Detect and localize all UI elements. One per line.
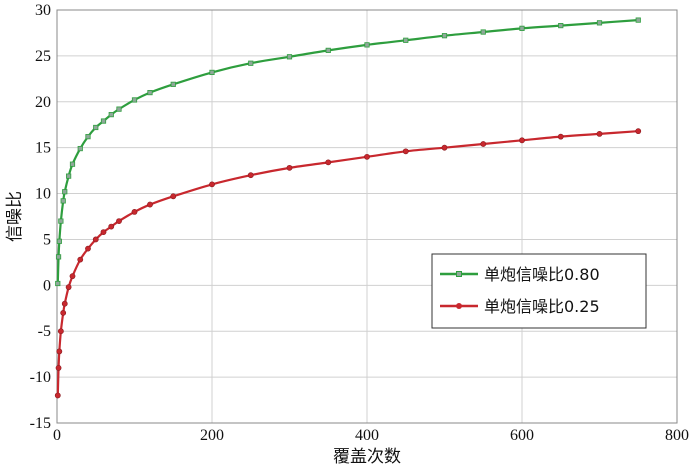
data-point-series-1 <box>60 309 67 316</box>
data-point-series-1 <box>170 193 177 200</box>
data-point-series-1 <box>441 144 448 151</box>
data-point-series-0 <box>364 42 370 48</box>
legend-label-series-1: 单炮信噪比0.25 <box>484 297 600 316</box>
data-point-series-0 <box>248 60 254 66</box>
data-point-series-0 <box>480 29 486 35</box>
plot-frame <box>56 9 678 424</box>
data-point-series-1 <box>402 148 409 155</box>
legend: 单炮信噪比0.80 单炮信噪比0.25 <box>431 253 647 329</box>
data-point-series-0 <box>170 81 176 87</box>
data-point-series-0 <box>85 134 91 140</box>
legend-label-series-0: 单炮信噪比0.80 <box>484 265 600 284</box>
data-point-series-0 <box>286 54 293 60</box>
data-point-series-0 <box>131 97 138 103</box>
data-point-series-1 <box>61 300 68 307</box>
legend-box <box>431 253 647 329</box>
x-tick-label: 800 <box>665 427 689 444</box>
data-point-series-1 <box>69 273 76 280</box>
y-tick-label: -5 <box>38 323 51 340</box>
data-point-series-0 <box>325 47 331 53</box>
data-point-series-1 <box>65 284 72 291</box>
data-point-series-0 <box>403 37 409 43</box>
data-point-series-0 <box>116 106 122 112</box>
x-axis-label: 覆盖次数 <box>333 447 401 467</box>
data-point-series-1 <box>54 392 61 399</box>
data-point-series-0 <box>108 112 114 118</box>
data-point-series-0 <box>558 23 564 29</box>
data-point-series-1 <box>286 164 293 171</box>
data-point-series-0 <box>635 17 641 23</box>
x-tick-label: 0 <box>53 427 61 444</box>
data-point-series-1 <box>596 130 603 137</box>
y-tick-label: -15 <box>30 415 51 432</box>
data-point-series-0 <box>147 90 153 96</box>
data-point-series-1 <box>56 348 63 355</box>
data-point-series-1 <box>131 209 138 215</box>
data-point-series-0 <box>62 189 68 195</box>
data-point-series-0 <box>596 20 603 26</box>
data-point-series-0 <box>100 118 107 124</box>
series-layer <box>54 17 642 399</box>
data-point-series-0 <box>56 238 62 244</box>
data-point-series-1 <box>116 218 122 224</box>
y-axis-ticks: -15 -10 -5 0 5 10 15 20 25 30 <box>30 2 51 432</box>
y-tick-label: -10 <box>30 369 51 386</box>
y-tick-label: 15 <box>35 140 51 157</box>
data-point-series-1 <box>557 133 564 140</box>
data-point-series-0 <box>55 280 61 287</box>
data-point-series-1 <box>519 137 525 144</box>
data-point-series-0 <box>93 124 99 131</box>
data-point-series-1 <box>108 223 115 230</box>
x-tick-label: 600 <box>510 427 534 444</box>
y-axis-label: 信噪比 <box>5 191 25 242</box>
data-point-series-1 <box>100 229 107 236</box>
data-point-series-0 <box>519 25 525 31</box>
data-point-series-1 <box>55 365 62 371</box>
data-point-series-1 <box>85 245 91 252</box>
data-point-series-0 <box>77 145 83 152</box>
x-axis-ticks: 0 200 400 600 800 <box>53 427 689 444</box>
x-tick-label: 400 <box>355 427 379 444</box>
data-point-series-1 <box>57 328 64 335</box>
data-point-series-1 <box>147 201 153 208</box>
y-tick-label: 10 <box>35 186 51 203</box>
data-point-series-0 <box>58 218 64 224</box>
y-tick-label: 25 <box>35 48 51 65</box>
data-point-series-1 <box>77 256 84 263</box>
y-tick-label: 20 <box>35 94 51 111</box>
data-point-series-1 <box>364 153 370 160</box>
x-tick-label: 200 <box>200 427 224 444</box>
data-point-series-1 <box>247 172 254 179</box>
data-point-series-1 <box>635 128 642 135</box>
legend-marker-series-0 <box>456 271 462 277</box>
data-point-series-0 <box>66 173 72 179</box>
data-point-series-0 <box>55 254 62 260</box>
y-tick-label: 30 <box>35 2 51 19</box>
data-point-series-1 <box>92 236 99 243</box>
legend-marker-series-1 <box>456 303 462 309</box>
data-point-series-1 <box>209 181 215 188</box>
data-point-series-1 <box>480 141 487 147</box>
y-tick-label: 0 <box>43 277 51 294</box>
data-point-series-0 <box>60 198 66 204</box>
data-point-series-0 <box>441 33 448 39</box>
data-point-series-1 <box>325 159 332 166</box>
y-tick-label: 5 <box>43 231 51 248</box>
data-point-series-0 <box>69 161 76 167</box>
data-point-series-0 <box>209 69 215 76</box>
